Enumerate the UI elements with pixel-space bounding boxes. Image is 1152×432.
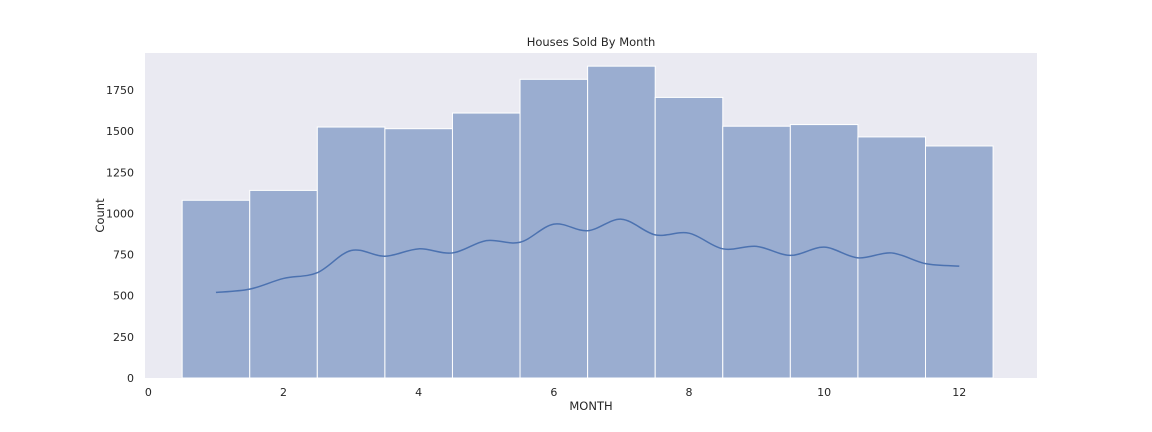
bar-month-10 <box>789 124 859 379</box>
y-tick-label: 1500 <box>106 125 134 138</box>
bar-month-12 <box>925 145 994 379</box>
y-tick-label: 1000 <box>106 207 134 220</box>
y-axis-ticks: 0 250 500 750 1000 1250 1500 1750 <box>106 84 134 385</box>
y-tick-label: 1250 <box>106 166 134 179</box>
y-tick-label: 500 <box>113 290 134 303</box>
bar-month-5 <box>451 112 521 379</box>
bar-month-7 <box>587 65 656 379</box>
x-axis-ticks: 0 2 4 6 8 10 12 <box>145 386 966 399</box>
bar-month-8 <box>654 96 724 379</box>
bar-month-1 <box>181 199 251 379</box>
y-tick-label: 250 <box>113 331 134 344</box>
chart-title: Houses Sold By Month <box>527 35 656 49</box>
x-tick-label: 10 <box>817 386 831 399</box>
y-axis-label: Count <box>93 198 107 233</box>
x-tick-label: 8 <box>685 386 692 399</box>
kde-line <box>215 218 960 294</box>
x-tick-label: 6 <box>550 386 557 399</box>
x-axis-label: MONTH <box>569 399 612 413</box>
bar-month-3 <box>316 126 386 379</box>
bar-month-2 <box>249 189 318 379</box>
y-tick-label: 1750 <box>106 84 134 97</box>
x-tick-label: 0 <box>145 386 152 399</box>
bar-month-4 <box>384 128 453 379</box>
bar-month-9 <box>722 125 791 379</box>
x-tick-label: 2 <box>280 386 287 399</box>
x-tick-label: 4 <box>415 386 422 399</box>
y-tick-label: 0 <box>127 372 134 385</box>
y-tick-label: 750 <box>113 249 134 262</box>
x-tick-label: 12 <box>952 386 966 399</box>
